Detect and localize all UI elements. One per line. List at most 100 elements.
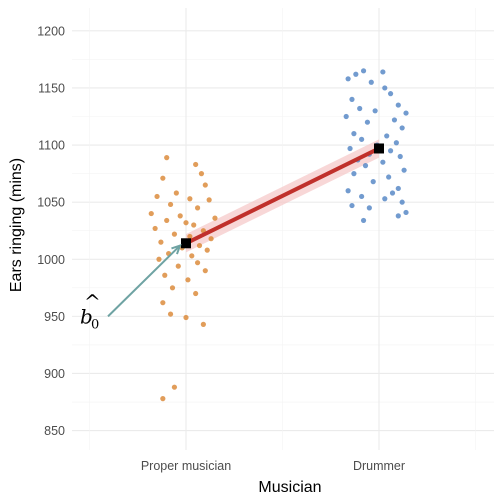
data-point [345,188,351,194]
data-point [154,193,160,200]
annotation-arrow-head [171,243,182,255]
y-tick-label: 1100 [38,139,65,153]
data-point [185,277,191,283]
x-axis-title: Musician [258,479,321,496]
data-point [212,215,218,221]
data-point [387,148,394,154]
data-point [175,263,181,269]
data-point [370,179,376,185]
data-point [382,196,388,202]
data-point [189,253,195,259]
data-point [343,113,349,120]
y-tick-label: 900 [44,367,65,381]
data-point [158,239,164,245]
y-tick-label: 1050 [37,196,65,210]
data-point [345,76,351,82]
data-point [366,205,372,211]
data-point [380,159,386,165]
b0-label-hat: ^ [84,289,101,313]
data-point [204,247,210,253]
data-point [183,314,189,321]
data-point [164,155,170,161]
data-point [206,197,212,203]
data-point [382,85,388,91]
data-point [196,242,203,249]
mean-marker [181,238,191,249]
grid-lines [72,8,494,450]
data-point [395,102,401,108]
mean-marker [374,143,384,154]
data-point [156,256,162,262]
data-point [208,236,214,242]
data-point [393,140,399,146]
data-point [183,220,189,226]
data-point [187,233,193,240]
annotation-arrow-shaft [107,244,181,318]
data-point [202,182,208,188]
data-point [384,133,390,139]
y-tick-label: 1000 [37,253,65,267]
data-point [194,205,201,211]
x-tick-label: Drummer [353,459,405,473]
y-tick-label: 850 [44,424,65,438]
data-point [399,125,405,131]
data-point [397,153,403,160]
y-tick-label: 1150 [38,81,65,95]
group-means [181,143,384,249]
b0-annotation: b^ 0 [80,243,182,332]
data-point [349,96,355,102]
data-point [202,268,208,274]
data-point [395,185,401,192]
data-point [349,202,355,209]
data-points [148,68,409,402]
data-point [368,79,374,85]
data-point [160,175,166,181]
data-point [359,193,365,200]
data-point [353,71,359,77]
data-point [148,210,154,217]
data-point [372,108,378,114]
data-point [401,167,407,173]
data-point [351,131,357,137]
data-point [200,321,206,327]
x-tick-label: Proper musician [141,459,231,473]
axis-titles: Musician Ears ringing (mins) [8,158,322,496]
data-point [164,217,170,224]
fit-line-group [185,146,380,246]
data-point [364,119,371,125]
data-point [357,105,363,112]
data-point [177,213,183,219]
data-point [386,174,392,180]
data-point [160,396,166,402]
b0-label-sub: 0 [91,317,99,332]
data-point [387,91,394,97]
b0-label-main: b [80,304,93,328]
data-point [193,290,199,297]
data-point [399,199,405,205]
data-point [167,201,174,208]
data-point [167,311,174,317]
fit-line [185,146,380,246]
data-point [169,285,176,291]
data-point [187,196,193,202]
data-point [403,110,409,116]
data-point [193,161,199,168]
data-point [351,171,357,177]
y-tick-label: 1200 [37,24,65,38]
data-point [362,163,369,169]
data-point [160,300,166,306]
data-point [173,190,179,196]
data-point [347,145,353,152]
data-point [152,225,158,232]
data-point [389,190,396,196]
data-point [395,213,401,219]
data-point [198,171,205,177]
y-tick-label: 950 [44,310,65,324]
data-point [162,272,168,278]
data-point [391,117,398,123]
y-axis-title: Ears ringing (mins) [8,158,25,292]
data-point [360,68,367,74]
data-point [403,209,409,216]
data-point [380,69,386,75]
